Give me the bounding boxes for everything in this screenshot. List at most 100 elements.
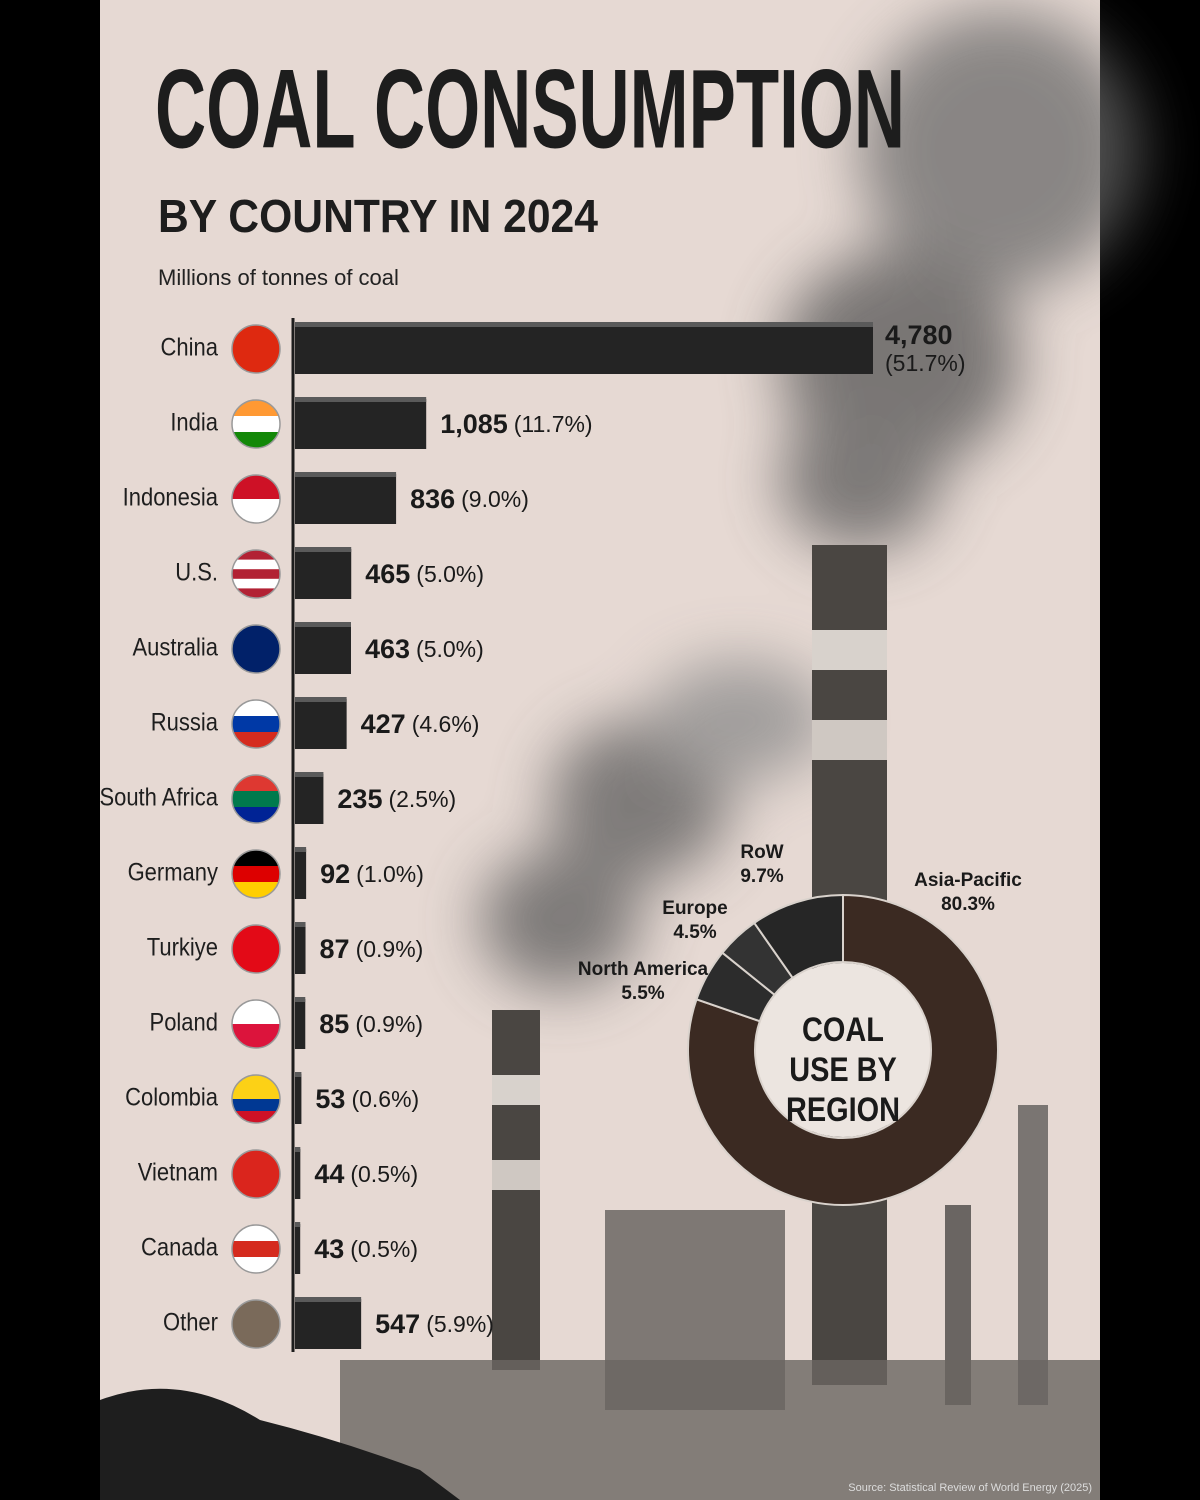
flag-stripe <box>232 578 280 589</box>
donut-category-label: Europe <box>662 898 727 919</box>
flag <box>232 325 280 373</box>
donut-category-label: North America <box>578 959 709 980</box>
value-label: 1,085 <box>440 409 508 439</box>
flag-stripe <box>232 850 280 867</box>
value-label: 85 <box>319 1009 349 1039</box>
flag-stripe <box>232 416 280 433</box>
flag-ring <box>231 1224 281 1274</box>
value-label: 44 <box>314 1159 344 1189</box>
share-label: (0.5%) <box>350 1236 418 1262</box>
donut-value-label: 80.3% <box>941 894 995 915</box>
category-label: Other <box>163 1308 218 1336</box>
flag-ring <box>231 399 281 449</box>
share-label: (4.6%) <box>412 711 480 737</box>
share-label: (5.9%) <box>426 1311 494 1337</box>
bar-top <box>295 547 352 552</box>
bar <box>295 1299 362 1349</box>
donut-slice <box>687 893 999 1206</box>
category-label: U.S. <box>175 558 218 586</box>
donut-category-label: Asia-Pacific <box>914 870 1022 891</box>
share-label: (5.0%) <box>416 561 484 587</box>
bar <box>295 1149 301 1199</box>
value-label: 463 <box>365 634 410 664</box>
flag-stripe <box>232 569 280 580</box>
bar-top <box>295 697 347 702</box>
category-label: Vietnam <box>138 1158 218 1186</box>
flag-stripe <box>232 1300 280 1348</box>
category-label: Russia <box>151 708 219 736</box>
category-label: India <box>170 408 219 436</box>
bar-top <box>295 1222 301 1227</box>
value-label: 547 <box>375 1309 420 1339</box>
value-label: 53 <box>315 1084 345 1114</box>
flag-stripe <box>232 700 280 717</box>
flag-ring <box>231 1299 281 1349</box>
bar <box>295 549 352 599</box>
axis-label: Millions of tonnes of coal <box>158 265 399 290</box>
value-label: 43 <box>314 1234 344 1264</box>
flag-stripe <box>232 400 280 417</box>
bar-top <box>295 1297 362 1302</box>
smoke <box>480 10 1140 990</box>
flag-ring <box>231 324 281 374</box>
flag-stripe <box>232 1099 280 1112</box>
bar <box>295 774 324 824</box>
flag-ring <box>231 1074 281 1124</box>
bar <box>295 1074 302 1124</box>
bar-top <box>295 1147 301 1152</box>
category-label: Germany <box>128 858 219 886</box>
flag-stripe <box>232 1150 280 1198</box>
chart-subtitle: BY COUNTRY IN 2024 <box>158 190 598 242</box>
value-label: 427 <box>361 709 406 739</box>
donut-value-label: 9.7% <box>740 866 783 887</box>
share-label: (11.7%) <box>514 411 593 437</box>
flag-stripe <box>232 325 280 373</box>
value-label: 465 <box>365 559 410 589</box>
flag-stripe <box>232 1225 280 1242</box>
category-label: Canada <box>141 1233 219 1261</box>
flag-stripe <box>232 866 280 883</box>
share-label: (0.5%) <box>350 1161 418 1187</box>
flag <box>232 625 280 673</box>
flag <box>232 700 280 748</box>
flag-stripe <box>232 716 280 733</box>
flag-stripe <box>232 625 280 673</box>
flag-ring <box>231 924 281 974</box>
share-label: (0.9%) <box>355 1011 423 1037</box>
category-label: Turkiye <box>147 933 218 961</box>
bar-top <box>295 472 397 477</box>
bar-top <box>295 322 873 327</box>
bar <box>295 1224 301 1274</box>
share-label: (0.6%) <box>351 1086 419 1112</box>
share-label: (5.0%) <box>416 636 484 662</box>
bar <box>295 924 306 974</box>
flag <box>232 550 280 598</box>
donut-center-title: COAL USE BY REGION <box>785 1011 901 1129</box>
bar-top <box>295 772 324 777</box>
bar <box>295 624 351 674</box>
bar-top <box>295 847 307 852</box>
value-label: 836 <box>410 484 455 514</box>
flag-stripe <box>232 550 280 561</box>
category-label: Australia <box>132 633 218 661</box>
flag-ring <box>231 999 281 1049</box>
bar-top <box>295 622 351 627</box>
flag <box>232 925 280 973</box>
chart-title: COAL CONSUMPTION <box>155 47 905 172</box>
flag-ring <box>231 1149 281 1199</box>
bar <box>295 399 427 449</box>
flag-ring <box>231 474 281 524</box>
share-label: (9.0%) <box>461 486 529 512</box>
donut-category-label: RoW <box>740 842 783 863</box>
share-label: (51.7%) <box>885 350 966 376</box>
value-label: 235 <box>337 784 382 814</box>
flag <box>232 1150 280 1198</box>
flag <box>232 1300 280 1348</box>
flag-ring <box>231 774 281 824</box>
flag-stripe <box>232 925 280 973</box>
category-label: Poland <box>150 1008 218 1036</box>
flag-stripe <box>232 775 280 792</box>
flag-ring <box>231 849 281 899</box>
